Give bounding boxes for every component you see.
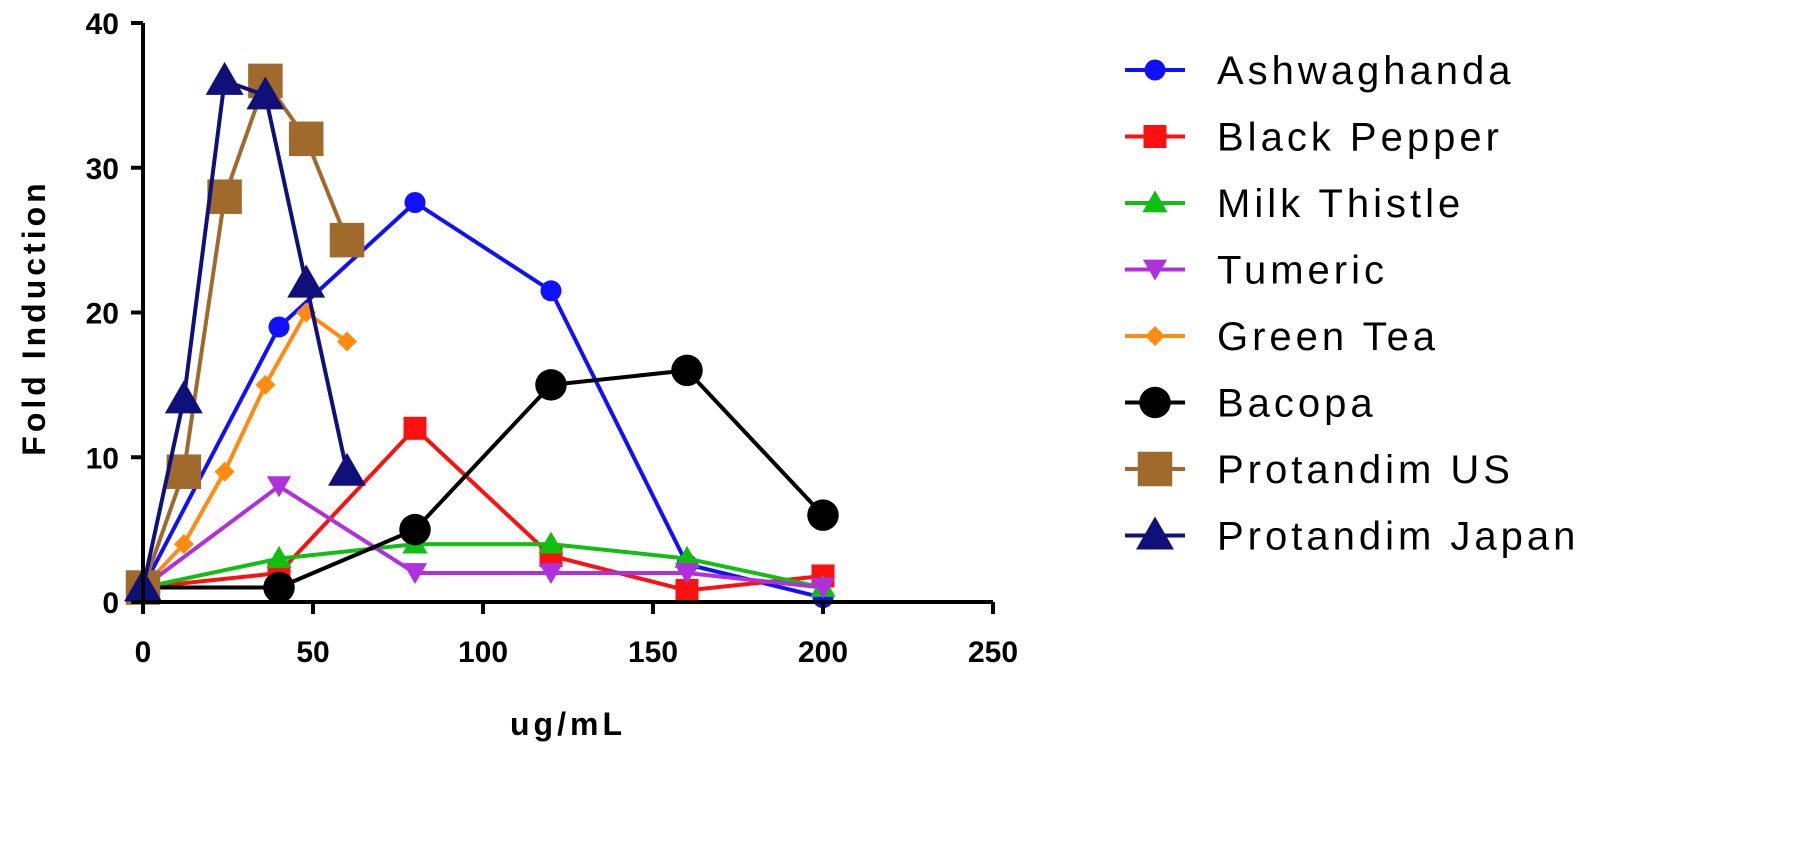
legend-label: Tumeric <box>1217 249 1388 293</box>
data-point <box>205 61 244 95</box>
data-point <box>173 534 194 555</box>
data-point <box>674 545 700 568</box>
series-line <box>142 542 824 590</box>
data-point <box>810 577 836 599</box>
series-bacopa <box>127 354 839 604</box>
series-line <box>141 484 824 590</box>
legend-item: Green Tea <box>1125 315 1439 359</box>
data-point <box>671 354 703 387</box>
x-tick-label: 100 <box>458 636 508 669</box>
data-point <box>328 452 366 486</box>
legend-label: Bacopa <box>1217 382 1377 426</box>
legend-marker <box>1142 259 1168 281</box>
data-point <box>540 280 562 302</box>
data-point <box>255 374 276 395</box>
legend-marker <box>1142 190 1168 213</box>
y-tick-label: 40 <box>86 8 119 41</box>
series-protandim-japan <box>124 61 366 602</box>
x-ticks: 0 50 100 150 200 250 <box>135 602 1018 669</box>
data-point <box>675 578 699 602</box>
legend-marker <box>1143 125 1167 148</box>
series-line <box>142 426 824 593</box>
data-point <box>268 316 290 338</box>
data-point <box>403 416 427 440</box>
x-tick-label: 0 <box>135 636 152 669</box>
data-point <box>535 369 567 401</box>
series-line <box>141 200 824 600</box>
legend-marker <box>1137 451 1173 487</box>
legend-label: Protandim US <box>1217 448 1514 492</box>
y-tick-label: 20 <box>86 298 119 331</box>
legend-marker <box>1139 386 1171 419</box>
y-axis-title: Fold Induction <box>16 179 52 455</box>
data-point <box>404 191 426 213</box>
data-point <box>337 331 357 352</box>
data-point <box>538 531 564 554</box>
data-point <box>214 461 235 482</box>
x-tick-label: 200 <box>798 636 848 669</box>
series-line <box>141 78 349 588</box>
legend-item: Tumeric <box>1125 249 1388 293</box>
data-point <box>399 513 431 546</box>
legend-marker <box>1136 516 1174 550</box>
data-point <box>402 563 428 585</box>
y-tick-label: 0 <box>102 587 119 620</box>
data-point <box>807 499 839 531</box>
y-ticks: 0 10 20 30 40 <box>86 8 143 620</box>
y-tick-label: 30 <box>86 153 119 186</box>
data-point <box>266 476 292 498</box>
data-point <box>246 76 285 110</box>
data-point <box>263 571 295 604</box>
legend-label: Black Pepper <box>1217 116 1503 160</box>
data-point <box>266 545 292 568</box>
data-point <box>538 563 564 585</box>
legend-item: Bacopa <box>1125 382 1377 426</box>
legend-item: Protandim Japan <box>1125 515 1579 559</box>
legend-marker <box>1144 59 1166 81</box>
legend-label: Green Tea <box>1217 315 1439 359</box>
legend-item: Black Pepper <box>1125 116 1503 160</box>
data-point <box>164 380 203 414</box>
x-tick-label: 50 <box>296 636 329 669</box>
legend-label: Milk Thistle <box>1217 182 1464 226</box>
legend: Ashwaghanda Black Pepper Milk Thistle Tumer… <box>1125 49 1579 559</box>
legend-label: Protandim Japan <box>1217 515 1579 559</box>
data-point <box>287 264 326 298</box>
legend-item: Ashwaghanda <box>1125 49 1515 93</box>
legend-marker <box>1145 326 1165 346</box>
series-line <box>143 368 825 590</box>
x-axis-title: ug/mL <box>510 706 626 742</box>
data-point <box>288 121 324 157</box>
x-tick-label: 150 <box>628 636 678 669</box>
series-protandim-us <box>125 63 365 605</box>
series-layer <box>124 61 839 609</box>
y-tick-label: 10 <box>86 442 119 475</box>
legend-item: Protandim US <box>1125 448 1514 492</box>
x-tick-label: 250 <box>968 636 1018 669</box>
data-point <box>674 563 700 585</box>
legend-item: Milk Thistle <box>1125 182 1464 226</box>
legend-label: Ashwaghanda <box>1217 49 1515 93</box>
data-point <box>329 222 365 258</box>
